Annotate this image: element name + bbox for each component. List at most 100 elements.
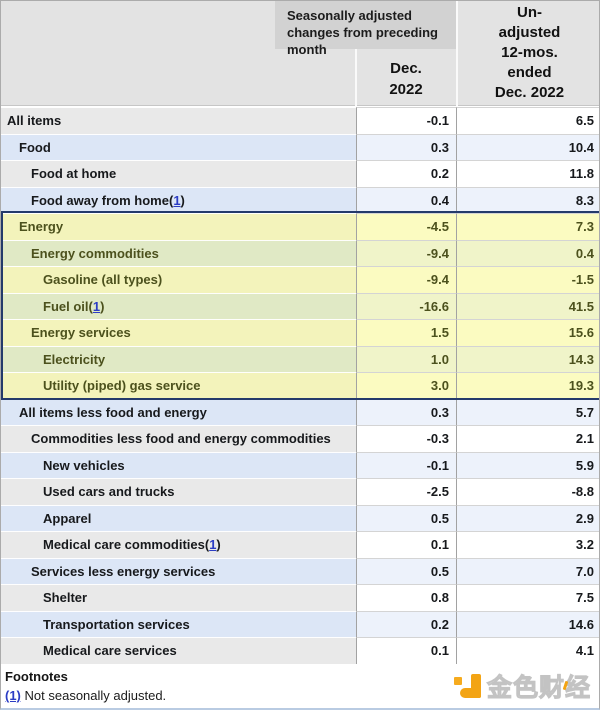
value-unadjusted-12mos: 7.0: [456, 557, 599, 584]
footnote-1-link[interactable]: (1): [5, 688, 21, 703]
watermark-text: 金色财经: [486, 674, 591, 703]
footnote-1: (1) Not seasonally adjusted.: [5, 686, 599, 705]
table-body: All items -0.1 6.5 Food 0.3 10.4 Food at home 0…: [1, 107, 599, 664]
value-dec-2022: -2.5: [356, 478, 456, 505]
value-dec-2022: -9.4: [356, 266, 456, 293]
table-row: Energy commodities -9.4 0.4: [1, 239, 599, 266]
row-label: Transportation services: [1, 610, 356, 637]
row-label: Food away from home(1): [1, 186, 356, 213]
row-label: Energy services: [1, 319, 356, 346]
column-divider: [355, 49, 357, 106]
table-row: Shelter 0.8 7.5: [1, 584, 599, 611]
value-dec-2022: -16.6: [356, 292, 456, 319]
value-unadjusted-12mos: 11.8: [456, 160, 599, 187]
value-unadjusted-12mos: 14.6: [456, 610, 599, 637]
value-dec-2022: 0.2: [356, 610, 456, 637]
value-unadjusted-12mos: 7.3: [456, 213, 599, 240]
value-dec-2022: 0.1: [356, 637, 456, 664]
row-label: Fuel oil(1): [1, 292, 356, 319]
value-unadjusted-12mos: 2.9: [456, 504, 599, 531]
row-label: Shelter: [1, 584, 356, 611]
value-dec-2022: 3.0: [356, 372, 456, 399]
value-dec-2022: -9.4: [356, 239, 456, 266]
value-dec-2022: -0.1: [356, 451, 456, 478]
row-label: Utility (piped) gas service: [1, 372, 356, 399]
value-dec-2022: -4.5: [356, 213, 456, 240]
row-label: Food: [1, 133, 356, 160]
row-label: Medical care services: [1, 637, 356, 664]
table-row: Energy -4.5 7.3: [1, 213, 599, 240]
value-unadjusted-12mos: 5.7: [456, 398, 599, 425]
value-dec-2022: 0.2: [356, 160, 456, 187]
value-dec-2022: 0.3: [356, 133, 456, 160]
column-divider: [456, 1, 458, 106]
footnotes-title: Footnotes: [5, 669, 68, 684]
value-unadjusted-12mos: 7.5: [456, 584, 599, 611]
row-label: Services less energy services: [1, 557, 356, 584]
value-unadjusted-12mos: 10.4: [456, 133, 599, 160]
table-row: Electricity 1.0 14.3: [1, 345, 599, 372]
row-label: All items less food and energy: [1, 398, 356, 425]
table-row: Medical care services 0.1 4.1: [1, 637, 599, 664]
value-unadjusted-12mos: 5.9: [456, 451, 599, 478]
table-row: Apparel 0.5 2.9: [1, 504, 599, 531]
value-unadjusted-12mos: 2.1: [456, 425, 599, 452]
value-unadjusted-12mos: 19.3: [456, 372, 599, 399]
table-header: Seasonally adjusted changes from precedi…: [1, 1, 599, 106]
row-label: Energy commodities: [1, 239, 356, 266]
table-row: Commodities less food and energy commodi…: [1, 425, 599, 452]
jinse-logo-icon: [453, 672, 481, 700]
inline-footnote-link[interactable]: 1: [209, 537, 217, 553]
inline-footnote-link[interactable]: 1: [92, 298, 101, 314]
value-dec-2022: -0.1: [356, 107, 456, 134]
value-unadjusted-12mos: 0.4: [456, 239, 599, 266]
table-row: New vehicles -0.1 5.9: [1, 451, 599, 478]
table-row: Utility (piped) gas service 3.0 19.3: [1, 372, 599, 399]
table-row: Food at home 0.2 11.8: [1, 160, 599, 187]
row-label: Medical care commodities(1): [1, 531, 356, 558]
table-row: Used cars and trucks -2.5 -8.8: [1, 478, 599, 505]
row-label: Used cars and trucks: [1, 478, 356, 505]
row-label: Food at home: [1, 160, 356, 187]
table-row: All items -0.1 6.5: [1, 107, 599, 134]
table-row: Energy services 1.5 15.6: [1, 319, 599, 346]
value-dec-2022: 1.5: [356, 319, 456, 346]
value-unadjusted-12mos: 41.5: [456, 292, 599, 319]
footnote-1-text: Not seasonally adjusted.: [24, 688, 167, 703]
watermark-jinse-caijing: 金色财经: [453, 668, 591, 704]
table-row: Fuel oil(1) -16.6 41.5: [1, 292, 599, 319]
col-header-unadjusted-12mos: Un-adjusted 12-mos. ended Dec. 2022: [494, 4, 565, 101]
footnotes-section: Footnotes (1) Not seasonally adjusted. 金…: [1, 664, 599, 708]
row-label: Commodities less food and energy commodi…: [1, 425, 356, 452]
row-label: Energy: [1, 213, 356, 240]
row-label: Gasoline (all types): [1, 266, 356, 293]
row-label: Apparel: [1, 504, 356, 531]
table-row: Services less energy services 0.5 7.0: [1, 557, 599, 584]
value-dec-2022: 0.1: [356, 531, 456, 558]
value-dec-2022: 0.3: [356, 398, 456, 425]
value-unadjusted-12mos: 8.3: [456, 186, 599, 213]
table-row: Food away from home(1) 0.4 8.3: [1, 186, 599, 213]
value-dec-2022: 0.5: [356, 557, 456, 584]
value-unadjusted-12mos: 4.1: [456, 637, 599, 664]
row-label: New vehicles: [1, 451, 356, 478]
table-row: All items less food and energy 0.3 5.7: [1, 398, 599, 425]
table-row: Transportation services 0.2 14.6: [1, 610, 599, 637]
table-row: Gasoline (all types) -9.4 -1.5: [1, 266, 599, 293]
value-dec-2022: -0.3: [356, 425, 456, 452]
table-row: Medical care commodities(1) 0.1 3.2: [1, 531, 599, 558]
seasonal-adjusted-header: Seasonally adjusted changes from precedi…: [275, 1, 456, 57]
table-row: Food 0.3 10.4: [1, 133, 599, 160]
value-unadjusted-12mos: 6.5: [456, 107, 599, 134]
value-dec-2022: 0.5: [356, 504, 456, 531]
value-unadjusted-12mos: -1.5: [456, 266, 599, 293]
value-unadjusted-12mos: -8.8: [456, 478, 599, 505]
value-dec-2022: 0.4: [356, 186, 456, 213]
value-unadjusted-12mos: 15.6: [456, 319, 599, 346]
value-dec-2022: 1.0: [356, 345, 456, 372]
value-unadjusted-12mos: 3.2: [456, 531, 599, 558]
inline-footnote-link[interactable]: 1: [173, 192, 181, 208]
row-label: Electricity: [1, 345, 356, 372]
row-label: All items: [1, 107, 356, 134]
